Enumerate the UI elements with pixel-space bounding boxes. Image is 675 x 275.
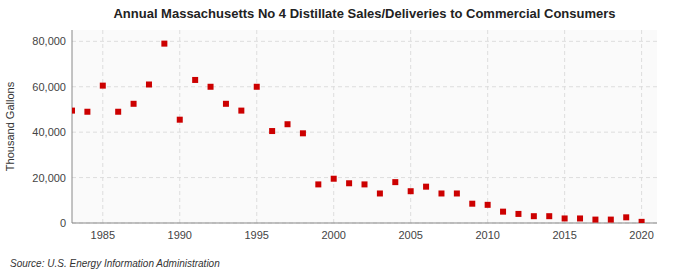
axes: 0 20,000 40,000 60,000 80,000 1985 1990 1995 200… — [32, 30, 657, 241]
point — [515, 211, 521, 217]
point — [115, 109, 121, 115]
point — [100, 83, 106, 89]
point — [285, 121, 291, 127]
x-grid-line — [333, 30, 334, 223]
x-tick-label: 2005 — [398, 229, 422, 241]
point — [161, 41, 167, 47]
y-grid-line — [72, 132, 657, 133]
point — [500, 209, 506, 215]
point — [377, 190, 383, 196]
point — [300, 130, 306, 136]
x-grid-line — [641, 30, 642, 223]
point — [623, 214, 629, 220]
point — [531, 213, 537, 219]
point — [608, 217, 614, 223]
point — [469, 201, 475, 207]
point — [72, 108, 75, 114]
point — [438, 190, 444, 196]
x-tick-label: 1985 — [91, 229, 115, 241]
x-tick-label: 2010 — [475, 229, 499, 241]
point — [223, 101, 229, 107]
point — [562, 215, 568, 221]
point — [84, 109, 90, 115]
point — [238, 108, 244, 114]
point — [592, 217, 598, 223]
point — [408, 188, 414, 194]
y-tick-label: 40,000 — [32, 126, 66, 138]
y-axis-label: Thousand Gallons — [4, 81, 16, 171]
x-tick-label: 1995 — [244, 229, 268, 241]
point — [454, 190, 460, 196]
point — [146, 81, 152, 87]
grid — [72, 30, 657, 223]
source-note: Source: U.S. Energy Information Administ… — [10, 258, 220, 269]
x-tick-label: 2015 — [552, 229, 576, 241]
point — [177, 117, 183, 123]
point — [639, 219, 645, 223]
y-grid-line — [72, 86, 657, 87]
point — [577, 215, 583, 221]
point — [331, 176, 337, 182]
points — [72, 41, 645, 223]
plot-background — [72, 30, 657, 223]
point — [269, 128, 275, 134]
x-tick-label: 2020 — [629, 229, 653, 241]
x-grid-line — [179, 30, 180, 223]
point — [254, 84, 260, 90]
point — [485, 202, 491, 208]
x-tick-label: 1990 — [168, 229, 192, 241]
y-grid-line — [72, 41, 657, 42]
y-grid-line — [72, 177, 657, 178]
point — [192, 77, 198, 83]
title: Annual Massachusetts No 4 Distillate Sal… — [113, 6, 615, 21]
point — [392, 179, 398, 185]
x-axis-line — [72, 223, 657, 224]
chart-svg: 0 20,000 40,000 60,000 80,000 1985 1990 1995 200… — [0, 0, 675, 275]
chart-container: 0 20,000 40,000 60,000 80,000 1985 1990 1995 200… — [0, 0, 675, 275]
y-grid-line — [72, 223, 657, 224]
point — [131, 101, 137, 107]
x-grid-line — [256, 30, 257, 223]
x-tick-label: 2000 — [321, 229, 345, 241]
x-grid-line — [102, 30, 103, 223]
point — [315, 181, 321, 187]
x-grid-line — [487, 30, 488, 223]
point — [208, 84, 214, 90]
point — [346, 180, 352, 186]
y-tick-label: 60,000 — [32, 81, 66, 93]
y-tick-label: 0 — [60, 217, 66, 229]
point — [546, 213, 552, 219]
point — [423, 184, 429, 190]
point — [362, 181, 368, 187]
x-grid-line — [564, 30, 565, 223]
y-tick-label: 80,000 — [32, 35, 66, 47]
y-axis-line — [72, 30, 73, 223]
y-tick-label: 20,000 — [32, 172, 66, 184]
